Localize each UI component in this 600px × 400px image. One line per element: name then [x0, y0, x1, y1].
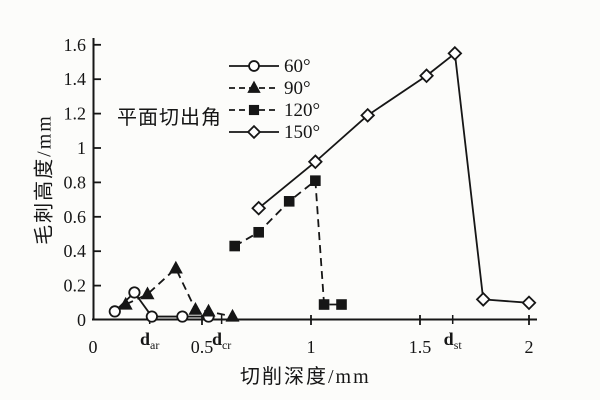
series-150deg [251, 45, 537, 311]
marker-circle [145, 310, 158, 323]
marker-diamond [419, 68, 435, 84]
y-axis-title: 毛刺高度/mm [33, 114, 56, 245]
x-tick-label: 1.5 [409, 337, 432, 357]
legend-sample-line [229, 104, 279, 116]
legend-entry-150deg: 150° [227, 121, 320, 143]
legend: 60° 90° 120° 150° [227, 55, 320, 143]
marker-square [229, 240, 241, 252]
x-critical-depth-label: dst [444, 329, 463, 352]
y-tick-label: 0.4 [64, 241, 87, 261]
legend-entry-60deg: 60° [227, 55, 320, 77]
x-tick-label: 0 [89, 337, 98, 357]
series-120deg [229, 175, 347, 310]
x-tick-label: 0.5 [191, 337, 214, 357]
y-tick-label: 1.4 [64, 69, 87, 89]
y-tick-label: 1.2 [64, 104, 87, 124]
legend-sample-line [229, 124, 279, 140]
marker-diamond [521, 295, 537, 311]
x-critical-depth-label: dcr [212, 329, 231, 352]
x-tick-label: 2 [525, 337, 534, 357]
marker-square [248, 104, 260, 116]
series-60deg [108, 286, 215, 323]
marker-circle [248, 60, 260, 72]
marker-square [318, 299, 330, 310]
marker-triangle [140, 286, 155, 300]
legend-entry-label: 90° [284, 77, 311, 99]
marker-circle [108, 305, 121, 318]
legend-entry-90deg: 90° [227, 77, 320, 99]
legend-entry-label: 150° [284, 121, 321, 143]
marker-triangle [188, 302, 203, 315]
legend-entry-label: 120° [284, 99, 321, 121]
marker-square [336, 299, 347, 310]
marker-triangle [247, 80, 261, 93]
y-tick-label: 0 [77, 310, 86, 330]
x-critical-depth-label: dar [140, 329, 159, 352]
marker-diamond [246, 124, 262, 140]
marker-circle [176, 310, 189, 323]
marker-diamond [251, 200, 267, 216]
y-tick-label: 0.2 [64, 276, 87, 296]
legend-entry-label: 60° [284, 55, 311, 77]
marker-circle [128, 286, 141, 299]
x-tick-label: 1 [307, 337, 316, 357]
series-90deg [118, 260, 240, 322]
legend-title: 平面切出角 [117, 107, 222, 129]
legend-sample-line [229, 80, 279, 93]
legend-entry-120deg: 120° [227, 99, 320, 121]
y-tick-label: 0.6 [64, 207, 87, 227]
marker-square [253, 226, 264, 238]
marker-diamond [447, 45, 463, 61]
marker-triangle [118, 296, 133, 310]
marker-square [310, 175, 321, 186]
series-line [125, 267, 233, 318]
marker-triangle [201, 303, 216, 317]
marker-diamond [360, 107, 376, 123]
legend-sample-line [229, 60, 279, 72]
x-axis-title: 切削深度/mm [240, 366, 371, 388]
marker-diamond [307, 154, 323, 170]
marker-triangle [225, 308, 240, 322]
y-tick-label: 1 [77, 138, 86, 158]
y-tick-label: 0.8 [64, 172, 87, 192]
marker-square [283, 196, 295, 207]
y-tick-label: 1.6 [64, 35, 87, 55]
marker-diamond [475, 291, 491, 307]
marker-triangle [168, 260, 183, 274]
